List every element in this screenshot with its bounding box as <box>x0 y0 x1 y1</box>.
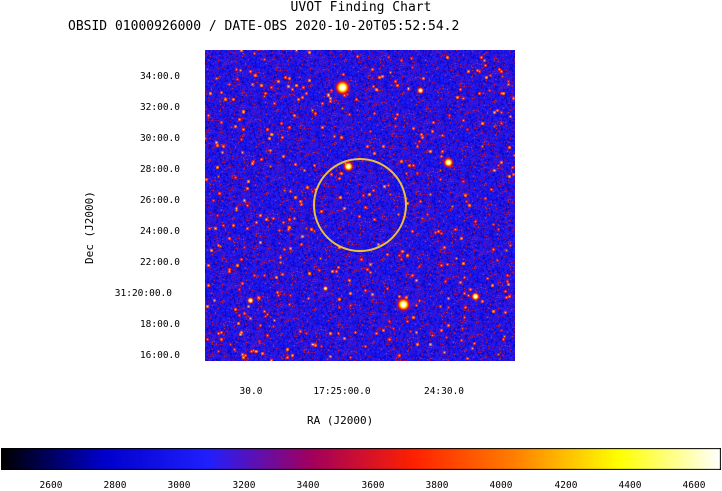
y-tick-label: 22:00.0 <box>139 257 180 268</box>
chart-subtitle: OBSID 01000926000 / DATE-OBS 2020-10-20T… <box>68 19 460 34</box>
y-tick-label: 16:00.0 <box>139 350 180 361</box>
x-axis-label: RA (J2000) <box>307 414 374 427</box>
y-tick-label: 26:00.0 <box>139 195 180 206</box>
y-tick-label: 31:20:00.0 <box>114 288 172 299</box>
colorbar-tick-label: 3200 <box>232 480 256 491</box>
chart-title: UVOT Finding Chart <box>290 0 432 15</box>
colorbar-tick-label: 4200 <box>554 480 578 491</box>
colorbar-tick-label: 2800 <box>103 480 127 491</box>
colorbar <box>1 448 721 470</box>
y-tick-label: 34:00.0 <box>139 71 180 82</box>
sky-image <box>205 50 515 361</box>
y-tick-label: 24:00.0 <box>139 226 180 237</box>
y-tick-label: 28:00.0 <box>139 164 180 175</box>
y-tick-label: 30:00.0 <box>139 133 180 144</box>
x-tick-label: 30.0 <box>239 386 263 397</box>
colorbar-tick-label: 4600 <box>682 480 706 491</box>
colorbar-tick-label: 3400 <box>296 480 320 491</box>
colorbar-tick-label: 3000 <box>167 480 191 491</box>
y-axis-label: Dec (J2000) <box>83 191 96 264</box>
colorbar-tick-label: 3800 <box>425 480 449 491</box>
y-tick-label: 32:00.0 <box>139 102 180 113</box>
colorbar-tick-label: 2600 <box>39 480 63 491</box>
colorbar-tick-label: 4400 <box>618 480 642 491</box>
y-tick-label: 18:00.0 <box>139 319 180 330</box>
colorbar-tick-label: 3600 <box>361 480 385 491</box>
x-tick-label: 24:30.0 <box>423 386 465 397</box>
colorbar-tick-label: 4000 <box>489 480 513 491</box>
x-tick-label: 17:25:00.0 <box>313 386 371 397</box>
